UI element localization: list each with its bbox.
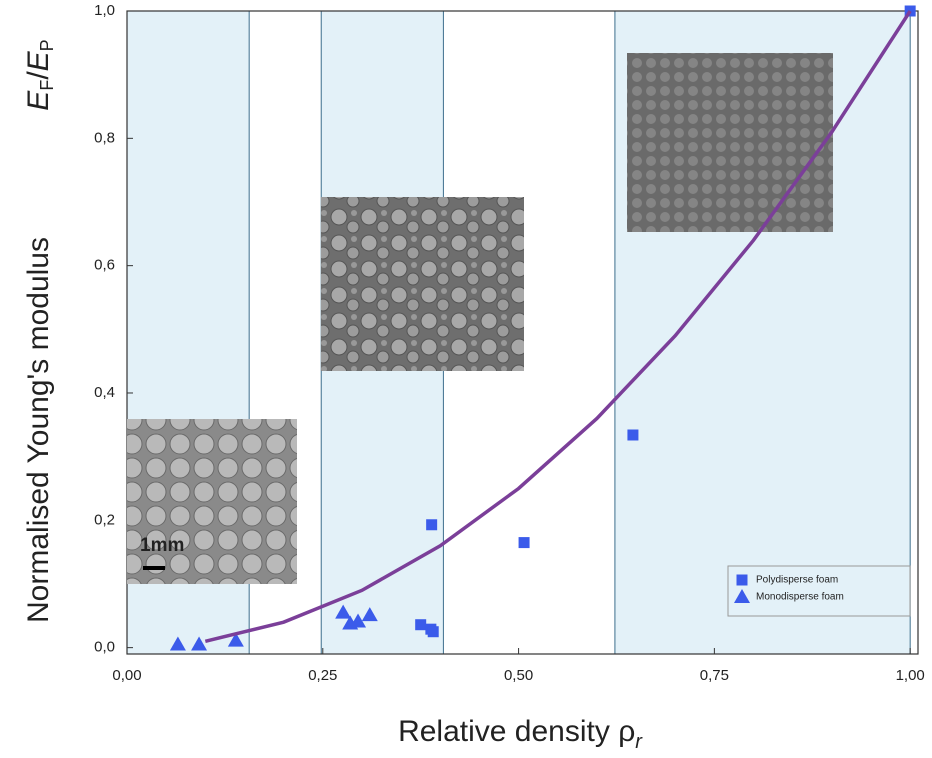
x-tick-label: 0,50 [504,667,533,684]
square-marker [415,619,427,631]
y-axis-label: Normalised Young's modulus [22,237,55,623]
square-marker [736,574,748,586]
triangle-marker [335,604,352,619]
y-tick-label: 1,0 [94,2,115,19]
x-tick-label: 1,00 [896,667,925,684]
scale-bar [143,566,165,570]
square-marker [426,519,438,531]
y-tick-label: 0,2 [94,511,115,528]
x-tick-label: 0,25 [308,667,337,684]
plot-frame [126,10,919,655]
square-marker [427,626,439,638]
square-marker [518,537,530,549]
y-tick-label: 0,6 [94,257,115,274]
triangle-marker [361,607,378,622]
scale-bar-label: 1mm [140,535,184,556]
inset-photo [321,197,524,371]
triangle-marker [169,636,186,651]
y-tick-label: 0,0 [94,639,115,656]
mark-layer: Polydisperse foam Monodisperse foam [169,5,916,651]
y-symbol: / [22,71,55,80]
triangle-marker [734,589,750,603]
triangle-marker [227,632,244,647]
x-axis-label-text: Relative density [398,715,610,748]
y-axis-symbol: EF/EP [22,39,57,110]
legend-box [727,565,911,617]
triangle-marker [350,613,367,628]
legend-label: Monodisperse foam [756,592,844,603]
y-symbol-sub: P [37,39,57,51]
inset-photo [627,53,833,232]
x-tick-label: 0,75 [700,667,729,684]
square-marker [627,429,639,441]
legend-label: Polydisperse foam [756,575,838,586]
x-symbol-sub: r [635,731,643,753]
model-curve [204,10,912,643]
triangle-marker [191,636,208,651]
y-tick-label: 0,4 [94,384,115,401]
y-symbol-sub: F [37,80,57,91]
y-symbol: E [22,50,55,71]
x-tick-label: 0,00 [112,667,141,684]
y-symbol: E [22,90,55,111]
inset-photo [127,419,297,584]
plot-layer: 0,00 0,25 0,50 0,75 1,00 0,0 0,2 0,4 0,6 0,8 1,0 [94,2,925,684]
x-symbol: ρ [618,715,635,748]
y-tick-label: 0,8 [94,129,115,146]
x-axis-label: Relative density ρr [398,715,643,753]
